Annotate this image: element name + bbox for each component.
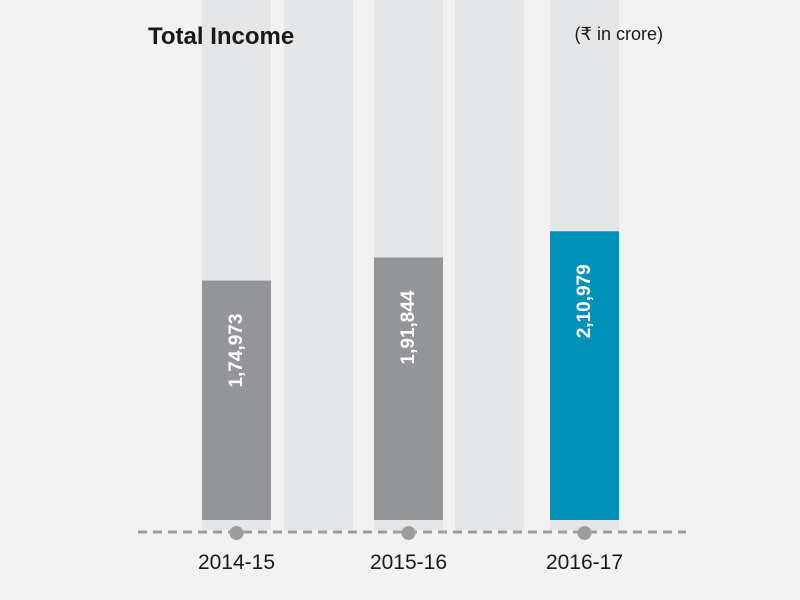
unit-note: (₹ in crore)	[575, 24, 663, 44]
tick-label: 2014-15	[198, 551, 275, 574]
bar-2015-16	[374, 257, 443, 520]
tick-label: 2016-17	[546, 551, 623, 574]
tick-marker	[229, 526, 244, 540]
tick-marker	[401, 526, 416, 540]
tick-label: 2015-16	[370, 551, 447, 574]
bar-value-label: 1,74,973	[226, 314, 247, 388]
axis-ticks: 2014-15 2015-16 2016-17	[198, 526, 623, 574]
chart-title: Total Income	[148, 23, 294, 50]
bar-value-label: 2,10,979	[574, 264, 595, 338]
bar-2014-15	[202, 280, 271, 520]
bar-2016-17	[550, 231, 619, 520]
background-track	[455, 0, 524, 530]
background-track	[284, 0, 353, 530]
tick-marker	[577, 526, 592, 540]
bar-value-label: 1,91,844	[398, 290, 419, 364]
bars: 1,74,973 1,91,844 2,10,979	[202, 231, 619, 520]
